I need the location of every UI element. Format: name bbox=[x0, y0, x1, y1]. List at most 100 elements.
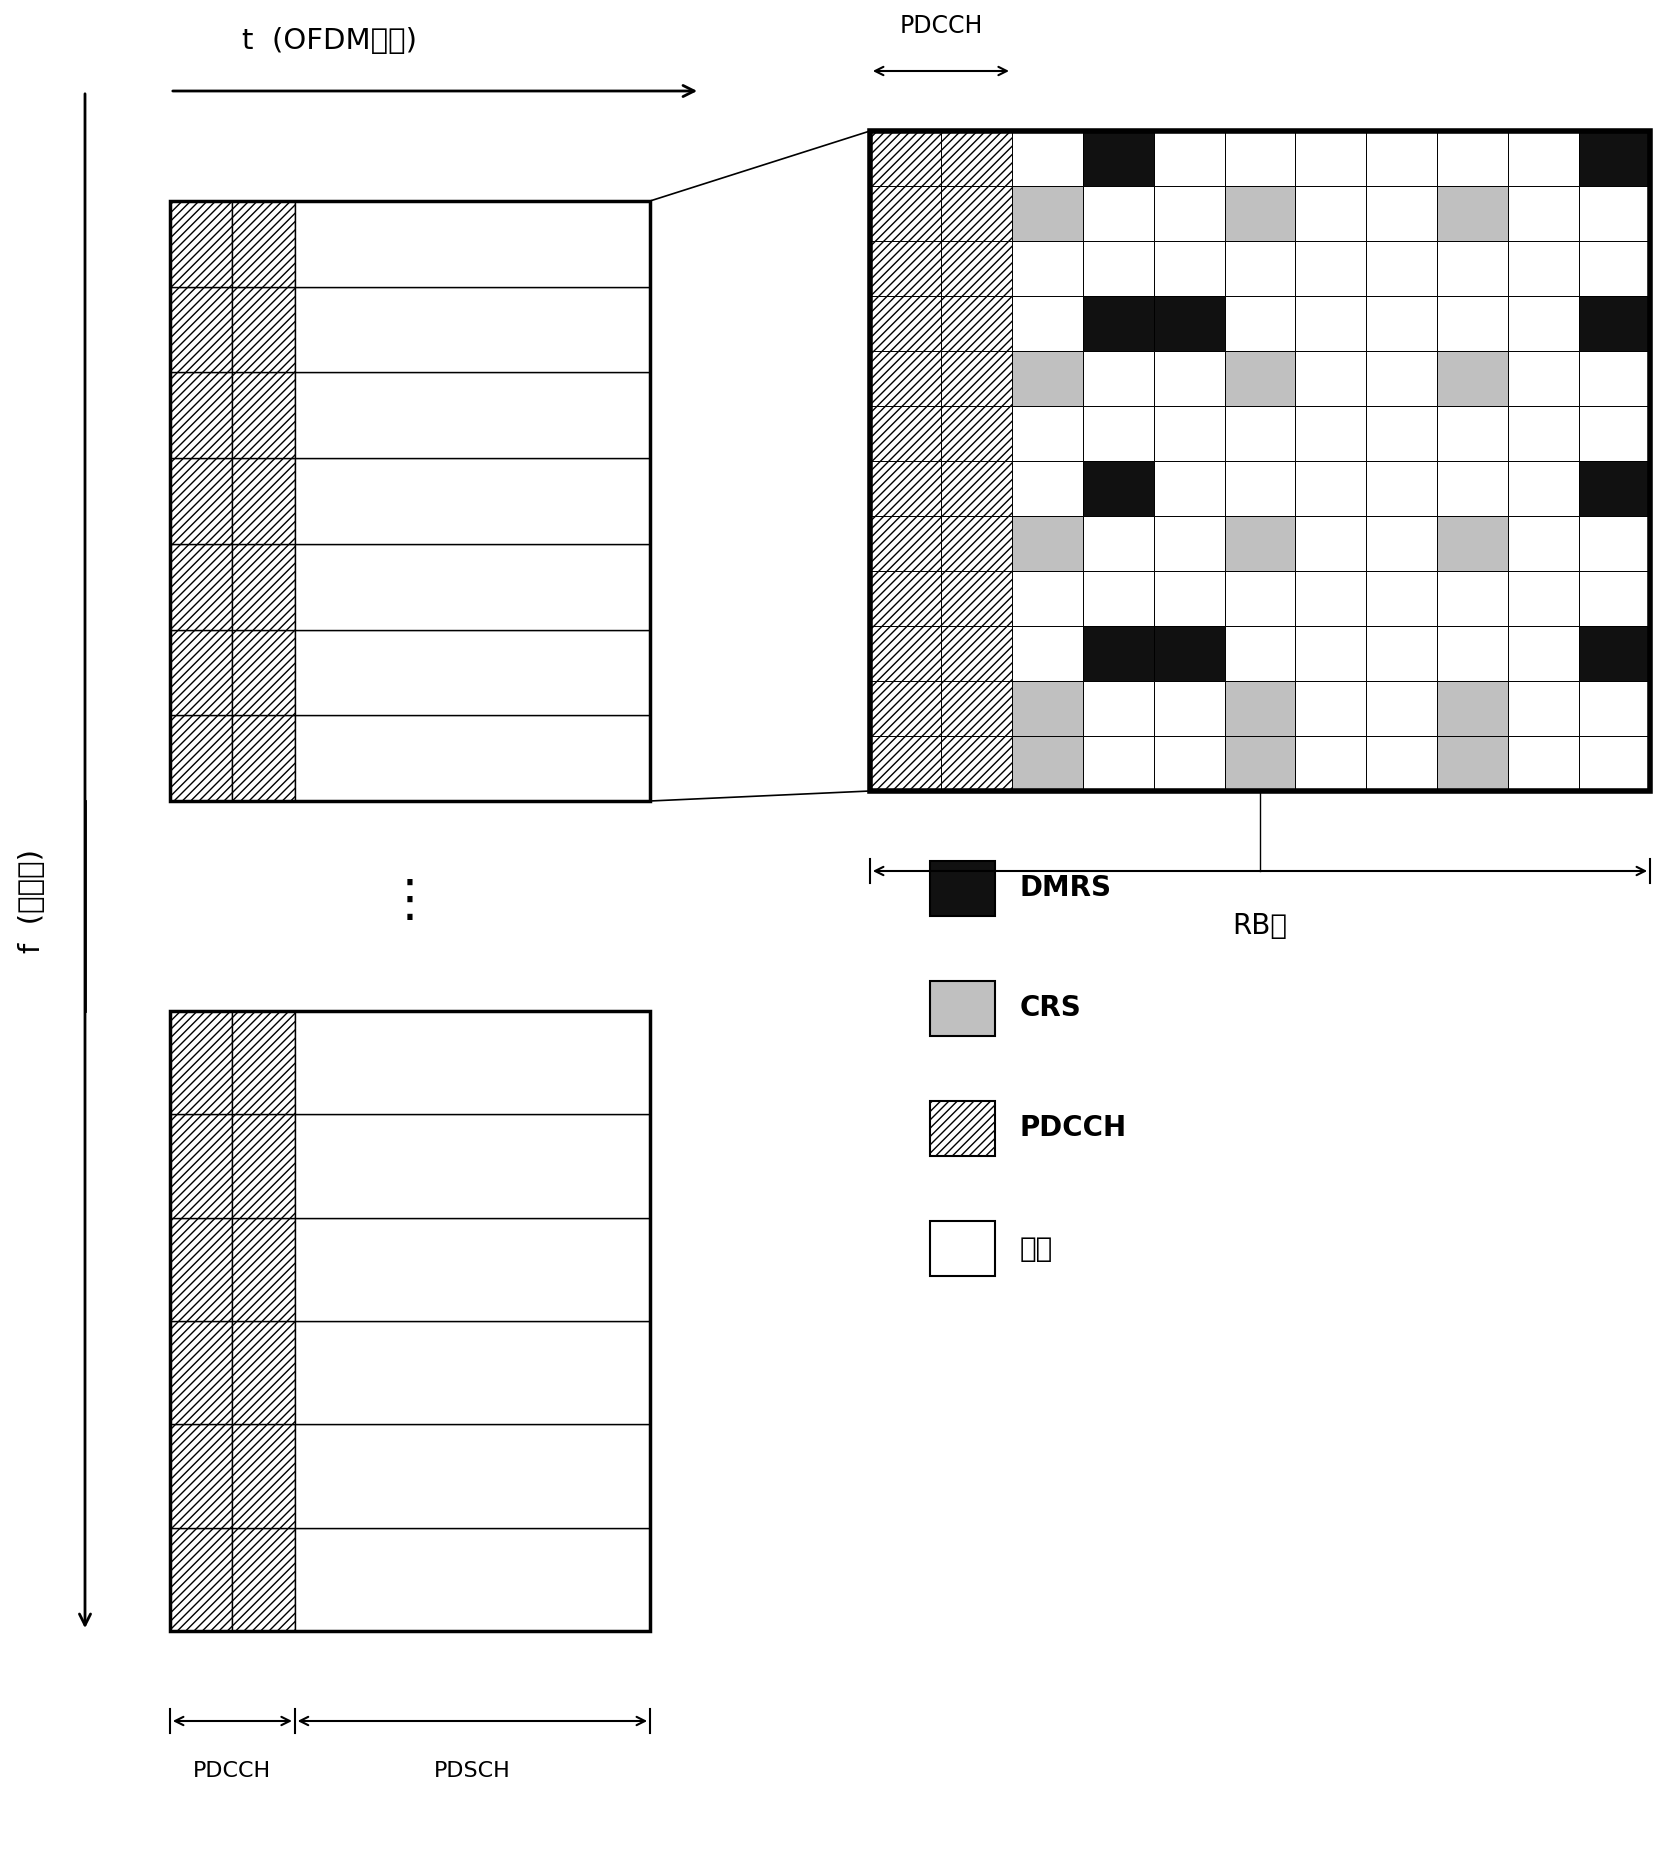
Bar bbox=[1154, 131, 1225, 185]
Bar bbox=[930, 1222, 995, 1275]
Bar bbox=[1082, 185, 1154, 241]
Bar bbox=[1366, 737, 1438, 790]
Bar bbox=[1366, 405, 1438, 461]
Bar bbox=[930, 981, 995, 1037]
Bar bbox=[869, 352, 941, 405]
Bar bbox=[169, 1218, 232, 1322]
Text: f  (资源块): f (资源块) bbox=[18, 850, 45, 953]
Bar bbox=[930, 1101, 995, 1157]
Bar bbox=[1295, 516, 1366, 570]
Bar bbox=[1154, 185, 1225, 241]
Text: PDCCH: PDCCH bbox=[193, 1760, 272, 1781]
Bar bbox=[1012, 352, 1082, 405]
Bar bbox=[1438, 737, 1509, 790]
Bar bbox=[1295, 296, 1366, 352]
Bar bbox=[1509, 352, 1579, 405]
Bar bbox=[1082, 296, 1154, 352]
Bar bbox=[1012, 461, 1082, 516]
Bar bbox=[869, 626, 941, 681]
Bar bbox=[1438, 131, 1509, 185]
Bar bbox=[941, 681, 1012, 737]
Bar bbox=[1366, 131, 1438, 185]
Bar bbox=[295, 1322, 649, 1423]
Bar bbox=[1295, 352, 1366, 405]
Bar bbox=[1509, 737, 1579, 790]
Bar bbox=[295, 629, 649, 714]
Bar bbox=[1082, 352, 1154, 405]
Bar bbox=[295, 714, 649, 801]
Bar bbox=[295, 1423, 649, 1527]
Bar bbox=[232, 372, 295, 459]
Bar bbox=[169, 1423, 232, 1527]
Bar bbox=[232, 287, 295, 372]
Bar bbox=[1366, 185, 1438, 241]
Bar bbox=[941, 737, 1012, 790]
Bar bbox=[1154, 405, 1225, 461]
Text: PDCCH: PDCCH bbox=[899, 15, 983, 39]
Bar bbox=[869, 516, 941, 570]
Text: CRS: CRS bbox=[1020, 994, 1082, 1022]
Bar bbox=[1012, 737, 1082, 790]
Bar bbox=[869, 570, 941, 626]
Bar bbox=[1438, 461, 1509, 516]
Bar bbox=[169, 544, 232, 629]
Bar bbox=[1225, 516, 1295, 570]
Bar bbox=[1225, 352, 1295, 405]
Bar bbox=[1579, 241, 1649, 296]
Bar bbox=[941, 296, 1012, 352]
Bar bbox=[1509, 516, 1579, 570]
Bar bbox=[1225, 131, 1295, 185]
Bar bbox=[1295, 461, 1366, 516]
Bar bbox=[1082, 737, 1154, 790]
Bar bbox=[295, 1114, 649, 1218]
Bar bbox=[169, 459, 232, 544]
Bar bbox=[1295, 626, 1366, 681]
Bar bbox=[1295, 405, 1366, 461]
Bar bbox=[941, 352, 1012, 405]
Bar bbox=[1579, 626, 1649, 681]
Bar bbox=[1295, 185, 1366, 241]
Bar bbox=[1366, 516, 1438, 570]
Bar bbox=[1012, 131, 1082, 185]
Bar bbox=[1295, 570, 1366, 626]
Bar bbox=[169, 714, 232, 801]
Bar bbox=[1082, 681, 1154, 737]
Bar bbox=[869, 241, 941, 296]
Bar bbox=[169, 1011, 232, 1114]
Bar bbox=[1509, 131, 1579, 185]
Bar bbox=[869, 131, 941, 185]
Bar bbox=[1012, 185, 1082, 241]
Bar bbox=[869, 131, 1649, 790]
Bar bbox=[1579, 296, 1649, 352]
Text: 数据: 数据 bbox=[1020, 1235, 1054, 1262]
Text: PDCCH: PDCCH bbox=[1020, 1114, 1128, 1142]
Bar bbox=[232, 544, 295, 629]
Bar bbox=[1366, 241, 1438, 296]
Bar bbox=[1295, 241, 1366, 296]
Bar bbox=[295, 202, 649, 287]
Bar bbox=[1154, 241, 1225, 296]
Bar bbox=[1295, 681, 1366, 737]
Bar bbox=[941, 626, 1012, 681]
Bar bbox=[1579, 131, 1649, 185]
Bar bbox=[941, 461, 1012, 516]
Bar bbox=[1366, 626, 1438, 681]
Bar bbox=[1012, 516, 1082, 570]
Bar bbox=[1579, 461, 1649, 516]
Bar bbox=[232, 1322, 295, 1423]
Bar bbox=[941, 131, 1012, 185]
Bar bbox=[941, 241, 1012, 296]
Bar bbox=[869, 296, 941, 352]
Bar bbox=[1082, 131, 1154, 185]
Bar bbox=[169, 1114, 232, 1218]
Bar bbox=[295, 459, 649, 544]
Bar bbox=[1225, 681, 1295, 737]
Bar bbox=[232, 202, 295, 287]
Bar bbox=[1438, 405, 1509, 461]
Text: RB对: RB对 bbox=[1233, 913, 1287, 940]
Bar bbox=[1438, 570, 1509, 626]
Bar bbox=[295, 1527, 649, 1631]
Bar bbox=[869, 737, 941, 790]
Bar bbox=[941, 516, 1012, 570]
Bar bbox=[1438, 626, 1509, 681]
